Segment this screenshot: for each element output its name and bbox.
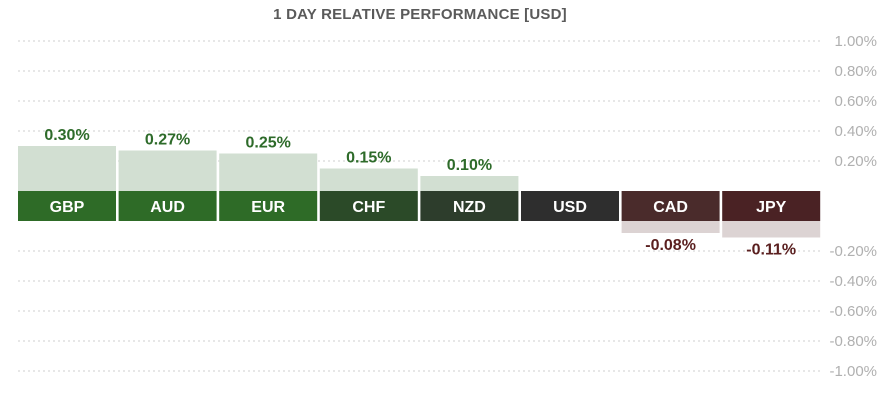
bar: [319, 168, 418, 191]
bar: [621, 221, 720, 233]
category-label: NZD: [453, 199, 486, 216]
category-label: USD: [553, 199, 587, 216]
category-label-box: [722, 191, 821, 221]
y-tick-label: -0.60%: [829, 303, 877, 320]
category-label-box: [319, 191, 418, 221]
category-label-box: [420, 191, 519, 221]
category-label: CAD: [653, 199, 688, 216]
category-label-box: [521, 191, 619, 221]
bar: [118, 150, 217, 191]
bar: [18, 146, 116, 191]
value-label: 0.25%: [246, 135, 291, 152]
category-label: AUD: [150, 199, 185, 216]
y-tick-label: 0.20%: [834, 153, 877, 170]
bar: [722, 221, 821, 238]
value-label: 0.10%: [447, 157, 492, 174]
value-label: 0.27%: [145, 132, 190, 149]
chart-title: 1 DAY RELATIVE PERFORMANCE [USD]: [273, 6, 567, 23]
y-tick-label: -0.20%: [829, 243, 877, 260]
category-label: JPY: [756, 199, 787, 216]
category-label: EUR: [251, 199, 285, 216]
category-label-box: [219, 191, 318, 221]
category-label: GBP: [50, 199, 85, 216]
y-tick-label: 0.40%: [834, 123, 877, 140]
value-label: -0.11%: [746, 242, 796, 259]
category-label: CHF: [352, 199, 385, 216]
y-tick-label: 1.00%: [834, 33, 877, 50]
value-label: -0.08%: [645, 237, 696, 254]
bar: [420, 176, 519, 191]
category-label-box: [621, 191, 720, 221]
y-tick-label: -0.80%: [829, 333, 877, 350]
bar: [219, 153, 318, 191]
value-label: 0.15%: [346, 150, 391, 167]
y-tick-label: -0.40%: [829, 273, 877, 290]
y-tick-label: -1.00%: [829, 363, 877, 380]
category-label-box: [18, 191, 116, 221]
y-tick-label: 0.60%: [834, 93, 877, 110]
category-label-box: [118, 191, 217, 221]
value-label: 0.30%: [44, 127, 89, 144]
y-tick-label: 0.80%: [834, 63, 877, 80]
